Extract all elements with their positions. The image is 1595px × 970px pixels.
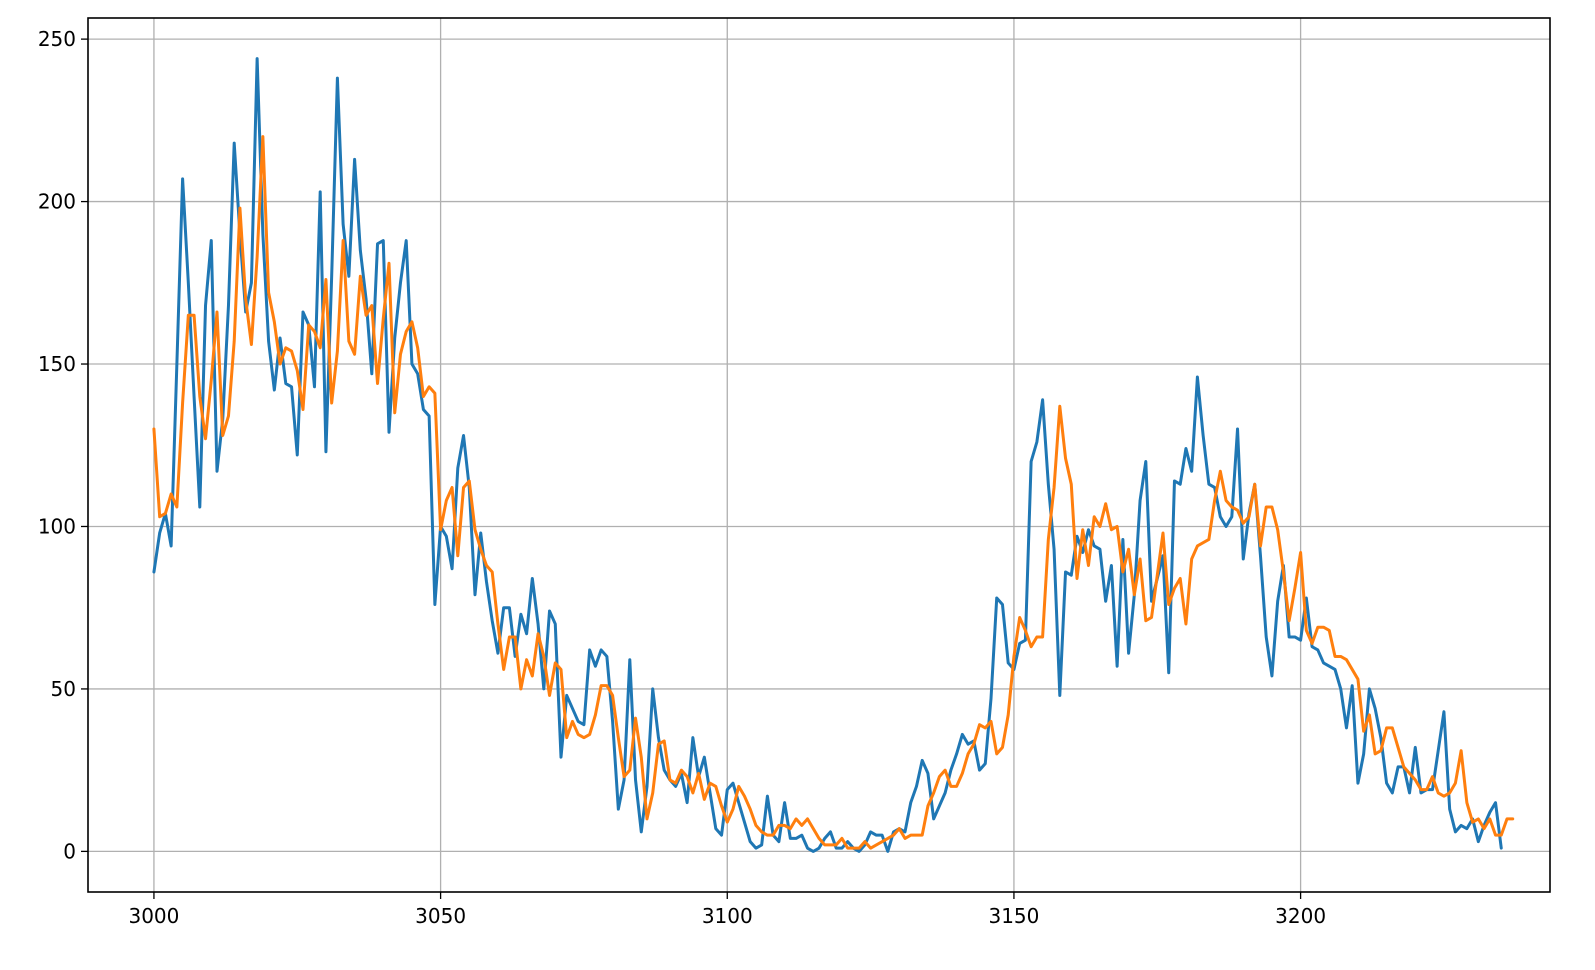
series-1-line [152,57,1503,853]
x-tick-label: 3100 [702,904,753,928]
y-tick-label: 50 [51,677,76,701]
x-tick-label: 3000 [128,904,179,928]
y-tick-label: 200 [38,190,76,214]
y-tick-label: 0 [63,839,76,863]
tick-layer: 3000 3050 3100 3150 3200 0 50 100 150 200 250 [38,27,1326,928]
series-2-line [152,135,1515,850]
y-tick-label: 100 [38,514,76,538]
axes-frame [87,17,1551,893]
y-tick-label: 250 [38,27,76,51]
series-layer [152,57,1515,853]
x-tick-label: 3050 [415,904,466,928]
grid-layer [88,18,1550,892]
x-tick-label: 3200 [1275,904,1326,928]
y-tick-label: 150 [38,352,76,376]
x-tick-label: 3150 [988,904,1039,928]
